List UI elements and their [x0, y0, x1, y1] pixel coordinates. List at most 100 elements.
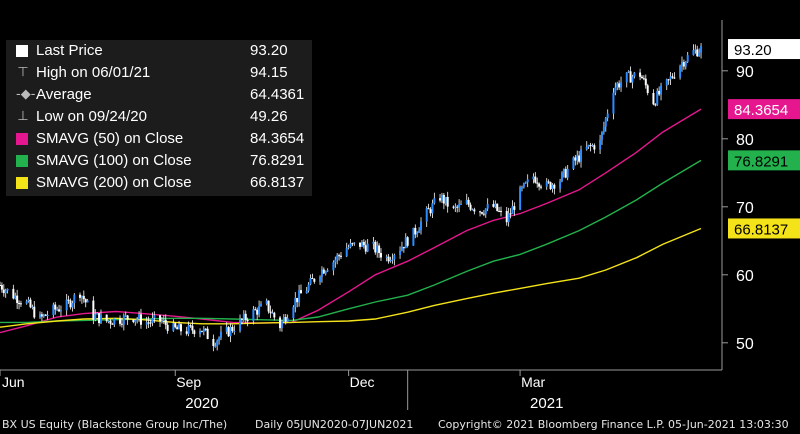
price-candle: [193, 330, 196, 335]
price-candle: [134, 320, 137, 323]
price-candle: [309, 278, 312, 285]
price-candle: [166, 324, 169, 331]
legend-value: 49.26: [250, 108, 288, 125]
price-candle: [364, 245, 367, 252]
legend-value: 76.8291: [250, 152, 305, 169]
price-candle: [679, 65, 682, 78]
price-candle: [614, 87, 617, 93]
year-label: 2020: [185, 395, 218, 412]
price-candle: [79, 294, 82, 298]
smavg-line-2: [0, 227, 702, 328]
smavg-line-0: [0, 108, 702, 334]
price-candle: [404, 237, 407, 249]
price-candle: [360, 241, 363, 247]
price-candle: [94, 314, 97, 320]
last-price-swatch: [16, 45, 28, 57]
price-candles: [0, 43, 703, 352]
price-candle: [444, 196, 447, 204]
legend-value: 84.3654: [250, 130, 305, 147]
price-candle: [294, 297, 297, 308]
price-candle: [587, 144, 590, 147]
price-candle: [185, 331, 188, 334]
price-candle: [84, 299, 87, 303]
price-candle: [120, 323, 123, 325]
price-candle: [109, 320, 112, 324]
price-candle: [271, 312, 274, 314]
price-candle: [80, 295, 83, 298]
price-candle: [414, 227, 417, 235]
price-candle: [658, 90, 661, 95]
value-tag: [728, 39, 800, 60]
legend-label: Last Price: [36, 42, 103, 59]
legend-value: 64.4361: [250, 86, 305, 103]
price-candle: [376, 245, 379, 253]
price-candle: [513, 206, 516, 210]
price-candle: [416, 232, 419, 235]
price-candle: [119, 318, 122, 324]
price-candle: [520, 187, 523, 189]
price-candle: [231, 326, 234, 331]
price-candle: [27, 299, 30, 302]
y-tick-label: 70: [736, 200, 754, 217]
price-chart: 50 60 70 80 90 Jun Sep Dec Mar 2020 2021 93.20 84.3…: [0, 20, 800, 412]
price-candle: [12, 288, 15, 299]
price-candle: [279, 317, 282, 329]
price-candle: [698, 52, 701, 57]
low-marker-icon: ⊥: [17, 109, 29, 124]
value-tags: 93.20 84.3654 76.8291 66.8137: [728, 39, 800, 239]
x-tick-label: Mar: [521, 374, 545, 390]
price-candle: [446, 196, 449, 207]
price-candle: [172, 323, 175, 331]
price-candle: [349, 243, 352, 248]
price-candle: [420, 221, 423, 231]
price-candle: [244, 313, 247, 321]
price-candle: [0, 285, 1, 286]
price-candle: [564, 168, 567, 178]
price-candle: [692, 50, 695, 56]
price-candle: [73, 294, 76, 304]
price-candle: [591, 145, 594, 147]
price-candle: [296, 297, 299, 303]
footer-security: BX US Equity (Blackstone Group Inc/The): [2, 418, 228, 431]
price-candle: [126, 315, 129, 320]
price-candle: [132, 319, 135, 323]
price-candle: [216, 340, 219, 346]
price-candle: [540, 186, 543, 188]
smavg-50-swatch: [16, 133, 28, 145]
price-candle: [439, 198, 442, 201]
price-candle: [559, 181, 562, 189]
price-candle: [219, 331, 222, 338]
legend-label: High on 06/01/21: [36, 64, 151, 81]
smavg-200-swatch: [16, 177, 28, 189]
price-candle: [684, 61, 687, 67]
price-candle: [511, 206, 514, 214]
price-candle: [52, 304, 55, 316]
price-candle: [473, 209, 476, 212]
price-candle: [606, 113, 609, 119]
price-candle: [442, 194, 445, 204]
price-candle: [599, 139, 602, 150]
price-candle: [412, 227, 415, 246]
price-candle: [174, 323, 177, 328]
price-candle: [147, 322, 150, 324]
price-candle: [680, 62, 683, 66]
price-candle: [191, 325, 194, 331]
value-tag-label: 66.8137: [734, 221, 788, 238]
price-candle: [498, 210, 501, 212]
price-candle: [311, 278, 314, 280]
price-candle: [31, 306, 34, 308]
price-candle: [524, 182, 527, 184]
price-candle: [458, 204, 461, 208]
price-candle: [572, 157, 575, 169]
price-candle: [387, 256, 390, 262]
price-candle: [82, 295, 85, 300]
value-tag: [728, 218, 800, 239]
price-candle: [202, 328, 205, 332]
price-candle: [92, 300, 95, 320]
price-candle: [656, 90, 659, 105]
price-candle: [159, 315, 162, 322]
price-candle: [351, 243, 354, 245]
price-candle: [298, 290, 301, 303]
price-candle: [269, 311, 272, 314]
price-candle: [212, 338, 215, 347]
